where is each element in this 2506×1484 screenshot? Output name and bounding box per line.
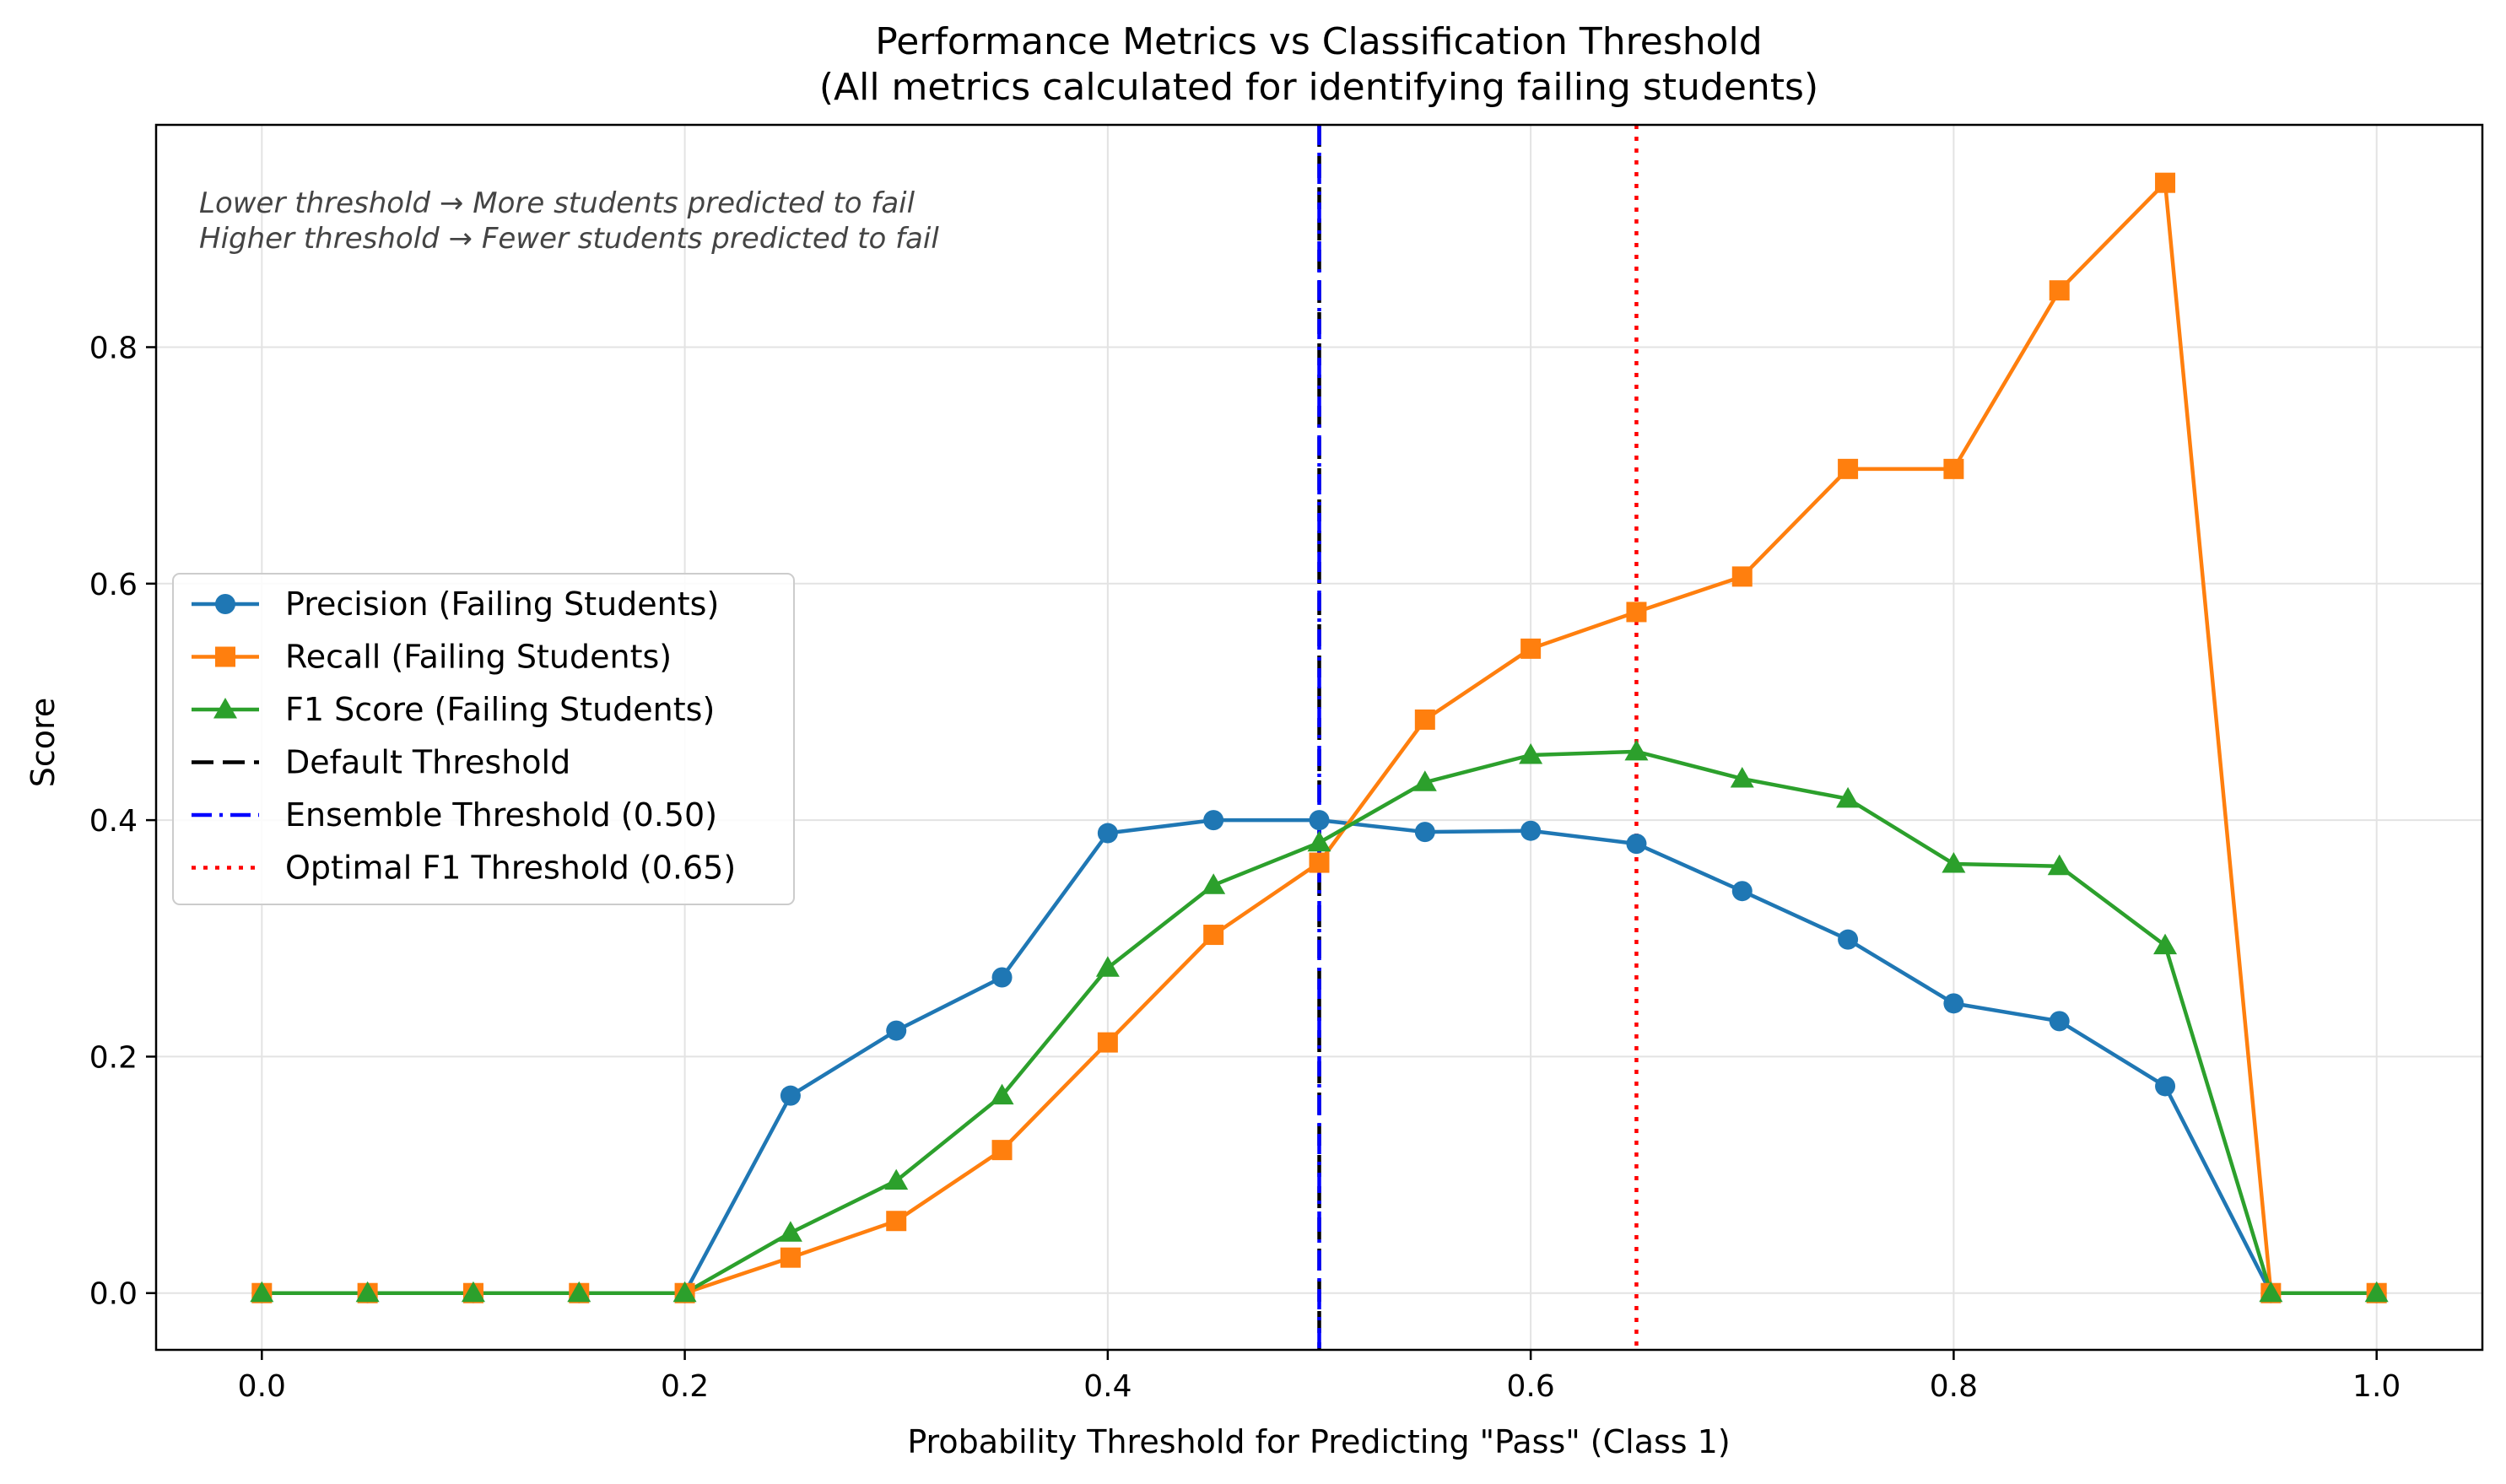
series-0-point-15 — [1838, 929, 1859, 950]
series-2-point-6 — [884, 1168, 909, 1190]
legend-box — [172, 573, 795, 905]
series-0-point-16 — [1943, 993, 1964, 1014]
series-1-point-16 — [1943, 458, 1964, 479]
series-1-point-8 — [1097, 1032, 1118, 1053]
series-2-point-18 — [2153, 933, 2178, 955]
series-2-point-13 — [1624, 739, 1649, 761]
series-2-point-12 — [1519, 743, 1543, 764]
series-2-point-3 — [567, 1281, 591, 1303]
x-tick-label-2: 0.4 — [1083, 1369, 1131, 1404]
y-tick-label-1: 0.2 — [89, 1040, 138, 1075]
x-tick-label-4: 0.8 — [1930, 1369, 1978, 1404]
x-tick-label-5: 1.0 — [2352, 1369, 2401, 1404]
legend-marker-2 — [213, 698, 237, 719]
series-2-point-19 — [2259, 1281, 2283, 1303]
series-2-point-20 — [2364, 1281, 2389, 1303]
series-1-point-11 — [1414, 709, 1435, 730]
legend-marker-1 — [215, 646, 235, 667]
series-2-point-7 — [990, 1083, 1014, 1105]
y-axis-ticks: 0.0 0.2 0.4 0.6 0.8 — [89, 331, 156, 1312]
series-0-point-14 — [1731, 881, 1753, 902]
series-1-point-12 — [1520, 638, 1542, 659]
annotation-lower-threshold: Lower threshold → More students predicte… — [199, 186, 915, 220]
series-2-point-4 — [672, 1281, 697, 1303]
y-tick-label-3: 0.6 — [89, 568, 138, 602]
y-tick-label-4: 0.8 — [89, 331, 138, 365]
legend-label-3: Default Threshold — [285, 744, 570, 781]
reference-lines — [1317, 125, 1639, 1350]
series-1-point-5 — [780, 1247, 801, 1268]
series-1-point-9 — [1203, 925, 1224, 946]
series-0-point-7 — [991, 967, 1013, 988]
series-2-point-16 — [1942, 851, 1966, 873]
y-axis-label: Score — [24, 698, 62, 787]
legend-label-4: Ensemble Threshold (0.50) — [285, 796, 717, 834]
series-0-point-9 — [1203, 810, 1224, 831]
series-2-point-10 — [1307, 830, 1331, 852]
series-2-point-8 — [1095, 956, 1120, 977]
series-0-point-12 — [1520, 820, 1542, 841]
chart-subtitle: (All metrics calculated for identifying … — [819, 66, 1818, 109]
series-1-point-10 — [1309, 852, 1330, 873]
legend-marker-0 — [215, 594, 235, 614]
x-tick-label-0: 0.0 — [238, 1369, 286, 1404]
series-2-point-9 — [1202, 873, 1226, 894]
series-1-point-15 — [1838, 458, 1859, 479]
series-1-point-13 — [1626, 602, 1647, 623]
series-2-point-11 — [1412, 770, 1437, 791]
chart-title: Performance Metrics vs Classification Th… — [875, 20, 1762, 63]
x-axis-ticks: 0.0 0.2 0.4 0.6 0.8 1.0 — [238, 1350, 2401, 1404]
series-0-point-17 — [2049, 1011, 2070, 1032]
series-2-point-2 — [461, 1281, 485, 1303]
series-0-point-8 — [1097, 823, 1118, 844]
x-axis-label: Probability Threshold for Predicting "Pa… — [907, 1423, 1730, 1460]
series-0-point-10 — [1309, 810, 1330, 831]
x-tick-label-3: 0.6 — [1507, 1369, 1555, 1404]
plot-area-frame — [154, 123, 2484, 1352]
series-2-point-0 — [250, 1281, 274, 1303]
series-2-point-15 — [1836, 786, 1861, 808]
series-2-point-5 — [778, 1221, 802, 1242]
series-markers — [250, 172, 2389, 1303]
series-2-point-17 — [2047, 854, 2071, 876]
series-0-point-18 — [2155, 1076, 2176, 1097]
series-1-point-18 — [2155, 172, 2176, 193]
series-1-point-7 — [991, 1140, 1013, 1161]
legend-label-5: Optimal F1 Threshold (0.65) — [285, 850, 736, 887]
series-2-point-1 — [355, 1281, 380, 1303]
series-1-point-14 — [1731, 566, 1753, 587]
series-1-point-6 — [886, 1211, 907, 1232]
series-1-point-17 — [2049, 280, 2070, 301]
series-0-point-13 — [1626, 834, 1647, 855]
legend: Precision (Failing Students) Recall (Fail… — [172, 573, 795, 905]
series-0-point-5 — [780, 1085, 801, 1106]
legend-label-0: Precision (Failing Students) — [285, 586, 719, 623]
annotation-higher-threshold: Higher threshold → Fewer students predic… — [199, 222, 939, 256]
y-tick-label-0: 0.0 — [89, 1277, 138, 1312]
x-tick-label-1: 0.2 — [661, 1369, 709, 1404]
series-0-point-6 — [886, 1020, 907, 1041]
legend-label-1: Recall (Failing Students) — [285, 639, 672, 676]
series-2-point-14 — [1730, 767, 1754, 788]
series-0-point-11 — [1414, 822, 1435, 843]
legend-label-2: F1 Score (Failing Students) — [285, 691, 715, 728]
y-tick-label-2: 0.4 — [89, 804, 138, 839]
